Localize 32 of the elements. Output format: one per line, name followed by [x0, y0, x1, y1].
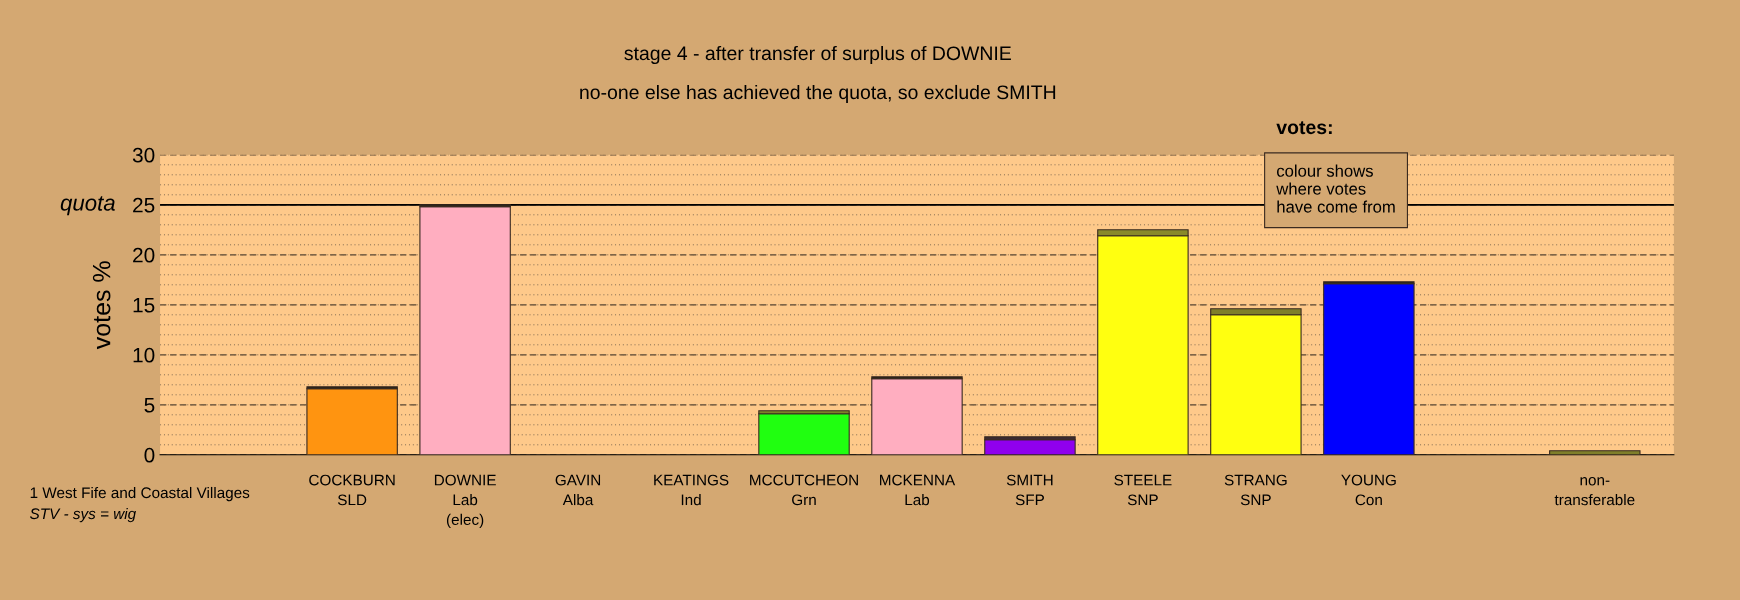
bar [1323, 283, 1415, 455]
y-tick-label: 0 [144, 447, 155, 463]
y-tick-label: 25 [133, 197, 155, 213]
x-tick-label: MCKENNA Lab [880, 474, 956, 506]
y-tick-label: 10 [133, 347, 155, 363]
text: STV - sys = wig [30, 507, 136, 523]
bar [306, 388, 398, 455]
chart-subtitle: no-one else has achieved the quota, so exclude SMITH [580, 84, 1056, 104]
x-tick-label: DOWNIE Lab (elec) [434, 474, 496, 529]
y-axis-title: votes % [92, 261, 111, 350]
bar [871, 378, 963, 455]
y-tick-label: 5 [144, 398, 155, 413]
bar [758, 413, 850, 455]
bar [419, 206, 511, 455]
text: votes: [1276, 121, 1332, 135]
x-tick-label: YOUNG Con [1341, 474, 1396, 506]
annotation: colour shows where votes have come from [1276, 164, 1395, 213]
x-tick-label: COCKBURN SLD [309, 474, 395, 506]
y-tick-label: 20 [133, 247, 155, 263]
x-tick-label: SMITH SFP [1006, 474, 1053, 506]
x-tick-label: non- transferable [1554, 477, 1635, 506]
bar [984, 439, 1076, 455]
y-tick-label: 30 [132, 147, 155, 163]
ref-line-label: quota [60, 196, 115, 216]
x-tick-label: MCCUTCHEON Grn [750, 474, 858, 506]
x-tick-label: STRANG SNP [1224, 474, 1287, 506]
x-tick-label: STEELE SNP [1114, 474, 1172, 506]
text: 1 West Fife and Coastal Villages [30, 486, 250, 502]
chart-title: stage 4 - after transfer of surplus of DOWNIE [624, 45, 1011, 65]
y-tick-label: 15 [133, 298, 155, 313]
x-tick-label: GAVIN Alba [555, 474, 601, 506]
x-tick-label: KEATINGS Ind [654, 474, 729, 506]
